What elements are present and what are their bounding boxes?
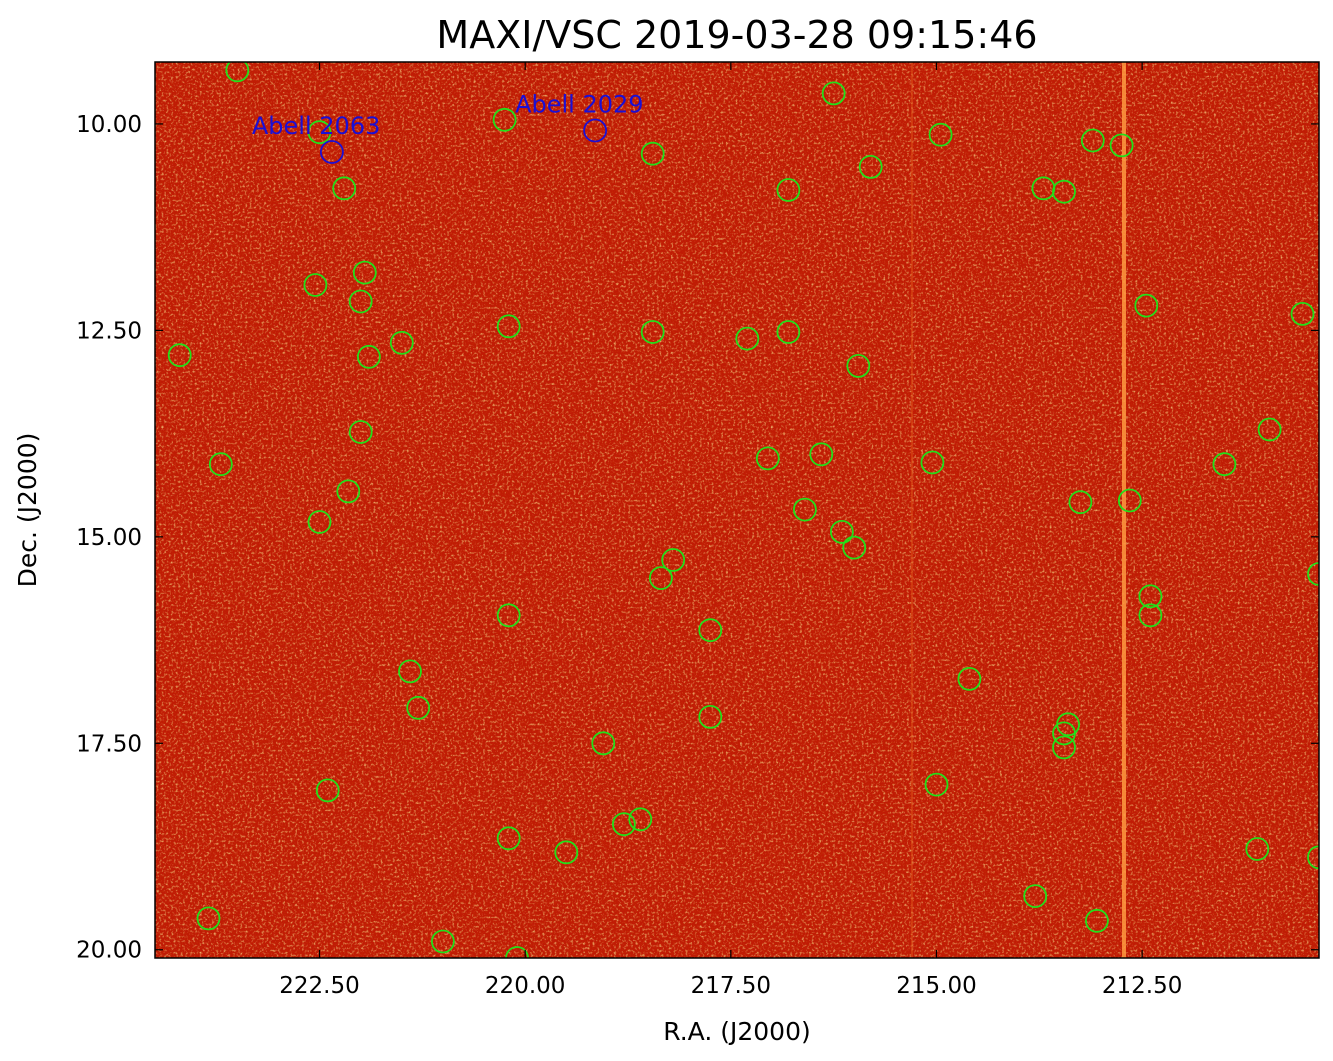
source-marker	[858, 154, 883, 179]
y-tick-label: 15.00	[76, 525, 142, 551]
source-marker	[1138, 584, 1163, 609]
source-marker	[1085, 908, 1109, 933]
source-marker	[398, 659, 422, 684]
source-marker	[1052, 721, 1076, 746]
source-marker	[496, 826, 521, 851]
source-marker	[430, 929, 455, 954]
y-axis-label: Dec. (J2000)	[13, 433, 42, 588]
source-marker	[591, 731, 616, 756]
source-marker	[698, 705, 723, 729]
source-marker	[793, 497, 817, 522]
source-marker	[303, 273, 328, 297]
source-marker	[640, 141, 665, 166]
x-axis-label: R.A. (J2000)	[663, 1017, 811, 1046]
x-tick-label: 220.00	[485, 973, 565, 999]
source-marker	[928, 122, 953, 147]
source-marker	[776, 320, 801, 344]
source-marker	[167, 343, 192, 368]
source-marker	[1023, 884, 1048, 908]
source-marker	[356, 344, 381, 369]
cluster-label: Abell 2063	[252, 112, 380, 140]
source-marker	[628, 807, 653, 832]
cluster-marker	[583, 118, 607, 143]
source-marker	[496, 603, 521, 628]
source-marker	[1290, 301, 1315, 326]
source-marker	[1138, 603, 1163, 628]
source-marker	[196, 906, 221, 931]
x-tick-label: 212.50	[1102, 973, 1182, 999]
x-tick-label: 217.50	[691, 973, 771, 999]
y-tick-label: 20.00	[76, 938, 142, 964]
source-marker	[924, 772, 949, 797]
source-marker	[1117, 488, 1142, 513]
x-tick-label: 222.50	[279, 973, 359, 999]
chart-title: MAXI/VSC 2019-03-28 09:15:46	[436, 13, 1037, 57]
source-marker	[842, 535, 867, 560]
source-marker	[208, 452, 233, 477]
source-marker	[352, 260, 377, 285]
source-marker	[1257, 417, 1282, 442]
xray-image	[155, 62, 1319, 958]
source-marker	[1307, 562, 1319, 586]
source-marker	[830, 520, 854, 544]
source-marker	[809, 442, 834, 467]
source-marker	[492, 107, 517, 132]
cluster-marker	[319, 140, 344, 164]
cluster-label: Abell 2029	[515, 91, 643, 119]
source-marker	[649, 566, 673, 590]
x-tick-label: 215.00	[896, 973, 976, 999]
source-marker	[348, 289, 373, 314]
source-marker	[332, 176, 357, 201]
source-marker	[776, 178, 801, 202]
source-marker	[1052, 735, 1076, 760]
source-marker	[554, 840, 579, 865]
source-marker	[1109, 133, 1134, 158]
source-marker	[406, 695, 431, 720]
source-marker	[1068, 490, 1093, 515]
source-marker	[348, 420, 373, 444]
source-marker	[307, 120, 332, 145]
source-marker	[661, 548, 686, 572]
source-marker	[735, 326, 760, 351]
source-marker	[389, 330, 414, 355]
source-marker	[225, 62, 250, 83]
source-marker	[640, 320, 665, 344]
source-marker	[505, 946, 529, 958]
source-marker	[336, 479, 361, 504]
source-marker	[698, 618, 723, 643]
source-marker	[1307, 845, 1319, 870]
source-marker	[920, 450, 945, 475]
y-tick-label: 10.00	[76, 112, 142, 138]
source-marker	[846, 353, 871, 378]
plot-frame	[154, 61, 1320, 959]
source-marker	[307, 510, 332, 534]
source-marker	[1134, 293, 1159, 318]
source-marker	[1080, 128, 1105, 153]
source-marker	[496, 314, 521, 339]
source-marker	[1212, 452, 1237, 477]
source-marker	[821, 81, 846, 106]
source-marker	[755, 446, 780, 471]
source-marker	[315, 778, 340, 803]
source-marker	[612, 812, 636, 837]
y-tick-label: 17.50	[76, 731, 142, 757]
image-noise-bright	[155, 62, 1319, 958]
source-marker	[1245, 837, 1270, 861]
y-tick-label: 12.50	[76, 318, 142, 344]
source-marker	[1052, 179, 1076, 204]
source-marker	[957, 667, 982, 691]
